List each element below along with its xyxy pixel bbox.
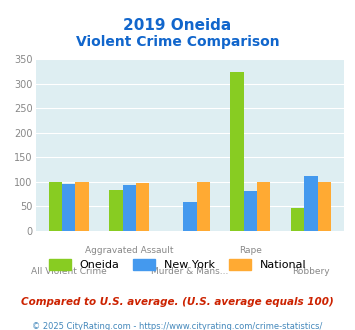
Bar xyxy=(304,176,318,231)
Bar xyxy=(230,72,244,231)
Text: Rape: Rape xyxy=(239,247,262,255)
Bar xyxy=(49,182,62,231)
Text: 2019 Oneida: 2019 Oneida xyxy=(124,18,231,33)
Text: Murder & Mans...: Murder & Mans... xyxy=(151,267,229,276)
Text: Violent Crime Comparison: Violent Crime Comparison xyxy=(76,35,279,49)
Bar xyxy=(136,183,149,231)
Bar xyxy=(123,185,136,231)
Bar xyxy=(197,182,210,231)
Text: Robbery: Robbery xyxy=(292,267,330,276)
Bar xyxy=(62,184,76,231)
Text: Compared to U.S. average. (U.S. average equals 100): Compared to U.S. average. (U.S. average … xyxy=(21,297,334,307)
Text: All Violent Crime: All Violent Crime xyxy=(31,267,107,276)
Text: Aggravated Assault: Aggravated Assault xyxy=(85,247,174,255)
Text: © 2025 CityRating.com - https://www.cityrating.com/crime-statistics/: © 2025 CityRating.com - https://www.city… xyxy=(32,322,323,330)
Legend: Oneida, New York, National: Oneida, New York, National xyxy=(44,255,311,275)
Bar xyxy=(183,202,197,231)
Bar xyxy=(291,208,304,231)
Bar xyxy=(257,182,271,231)
Bar xyxy=(109,190,123,231)
Bar xyxy=(318,182,331,231)
Bar xyxy=(76,182,89,231)
Bar xyxy=(244,191,257,231)
